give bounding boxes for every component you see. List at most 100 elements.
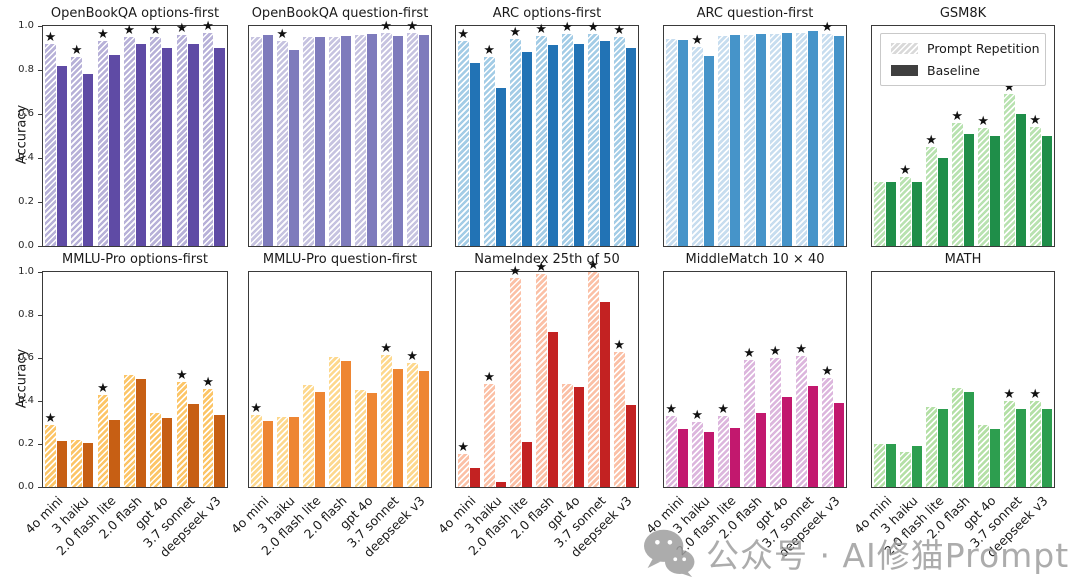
significance-star: ★ xyxy=(977,114,990,129)
y-tick-mark xyxy=(38,487,42,488)
significance-star: ★ xyxy=(769,344,782,359)
bar-baseline xyxy=(340,361,351,487)
bar-prompt-repetition xyxy=(588,34,599,246)
bar-prompt-repetition xyxy=(407,33,418,246)
bar-baseline xyxy=(214,415,225,487)
bar-prompt-repetition xyxy=(978,128,989,246)
bar-prompt-repetition xyxy=(1030,401,1041,487)
y-tick-mark xyxy=(38,358,42,359)
bar-prompt-repetition xyxy=(744,360,755,487)
bar-baseline xyxy=(214,48,225,246)
bar-baseline xyxy=(161,48,173,246)
significance-star: ★ xyxy=(457,440,470,455)
significance-star: ★ xyxy=(821,364,834,379)
bar-baseline xyxy=(833,403,844,487)
significance-star: ★ xyxy=(613,23,626,38)
bar-prompt-repetition xyxy=(251,37,262,246)
bar-baseline xyxy=(807,31,818,246)
significance-star: ★ xyxy=(717,402,730,417)
bar-prompt-repetition xyxy=(952,388,963,487)
y-tick-mark xyxy=(38,401,42,402)
significance-star: ★ xyxy=(175,21,188,36)
significance-star: ★ xyxy=(509,25,522,40)
significance-star: ★ xyxy=(70,43,83,58)
bar-prompt-repetition xyxy=(874,444,885,487)
bar-baseline xyxy=(1041,409,1052,487)
legend-label: Baseline xyxy=(927,63,980,78)
bar-baseline xyxy=(547,45,558,246)
subplot-mmlu-pro-question-first: ★ ★ ★ xyxy=(248,271,432,488)
bar-prompt-repetition xyxy=(97,395,109,487)
bar-baseline xyxy=(703,432,714,487)
bar-baseline xyxy=(392,369,403,487)
subplot-math: ★ ★ xyxy=(871,271,1055,488)
significance-star: ★ xyxy=(691,408,704,423)
bar-baseline xyxy=(109,420,120,487)
bar-baseline xyxy=(288,50,299,246)
bar-baseline xyxy=(781,33,792,246)
bar-prompt-repetition xyxy=(692,422,703,487)
bar-baseline xyxy=(521,52,532,246)
bar-prompt-repetition xyxy=(381,33,392,246)
significance-star: ★ xyxy=(1029,113,1042,128)
y-tick-mark xyxy=(38,272,42,273)
significance-star: ★ xyxy=(509,264,522,279)
significance-star: ★ xyxy=(483,370,496,385)
y-tick-label: 0.4 xyxy=(18,395,34,406)
subplot-arc-question-first: ★ ★ xyxy=(663,21,847,247)
bar-prompt-repetition xyxy=(666,39,677,246)
bar-prompt-repetition xyxy=(303,37,314,246)
bar-baseline xyxy=(703,56,714,246)
bar-prompt-repetition xyxy=(692,47,703,246)
bar-prompt-repetition xyxy=(303,385,314,487)
y-tick-mark xyxy=(38,158,42,159)
bar-prompt-repetition xyxy=(355,390,366,487)
bar-baseline xyxy=(885,182,896,246)
y-tick-label: 0.8 xyxy=(18,64,34,75)
y-axis-label: Accuracy xyxy=(14,104,30,165)
bar-baseline xyxy=(989,429,1000,487)
significance-star: ★ xyxy=(535,22,548,37)
bar-prompt-repetition xyxy=(952,123,963,246)
subplot-nameindex-25th-of-50: ★ ★ ★ ★ ★ ★ xyxy=(455,259,639,488)
subplot-mmlu-pro-options-first: ★ ★ ★ ★ xyxy=(42,271,228,488)
bar-baseline xyxy=(469,468,480,487)
bar-baseline xyxy=(135,379,146,487)
y-tick-label: 0.6 xyxy=(18,108,34,119)
y-tick-label: 0.8 xyxy=(18,309,34,320)
significance-star: ★ xyxy=(821,20,834,35)
bar-prompt-repetition xyxy=(666,416,677,487)
bar-prompt-repetition xyxy=(484,57,495,246)
significance-star: ★ xyxy=(561,20,574,35)
significance-star: ★ xyxy=(406,349,419,364)
bar-prompt-repetition xyxy=(202,389,214,487)
subplot-title-mmlu-pro-options-first: MMLU-Pro options-first xyxy=(62,252,208,267)
bar-prompt-repetition xyxy=(614,352,625,487)
y-tick-label: 0.4 xyxy=(18,152,34,163)
y-tick-mark xyxy=(38,26,42,27)
bar-prompt-repetition xyxy=(796,356,807,487)
bar-prompt-repetition xyxy=(458,454,469,487)
subplot-arc-options-first: ★ ★ ★ ★ ★ ★ ★ xyxy=(455,21,639,247)
bar-baseline xyxy=(677,40,688,246)
significance-star: ★ xyxy=(951,109,964,124)
y-tick-mark xyxy=(38,114,42,115)
subplot-title-arc-question-first: ARC question-first xyxy=(696,6,814,21)
watermark-text: 公众号 · AI修猫Prompt xyxy=(706,536,1070,575)
y-axis-label: Accuracy xyxy=(14,348,30,408)
bar-prompt-repetition xyxy=(510,39,521,246)
bar-prompt-repetition xyxy=(407,363,418,487)
bar-prompt-repetition xyxy=(355,35,366,246)
bar-prompt-repetition xyxy=(562,384,573,487)
significance-star: ★ xyxy=(276,27,289,42)
bar-baseline xyxy=(807,386,818,487)
bar-prompt-repetition xyxy=(124,37,135,246)
y-tick-mark xyxy=(38,70,42,71)
bar-baseline xyxy=(729,428,740,487)
significance-star: ★ xyxy=(123,23,136,38)
bar-prompt-repetition xyxy=(329,37,340,246)
bar-prompt-repetition xyxy=(1030,127,1041,246)
bar-baseline xyxy=(755,34,766,246)
bar-prompt-repetition xyxy=(770,358,781,487)
significance-star: ★ xyxy=(743,346,756,361)
